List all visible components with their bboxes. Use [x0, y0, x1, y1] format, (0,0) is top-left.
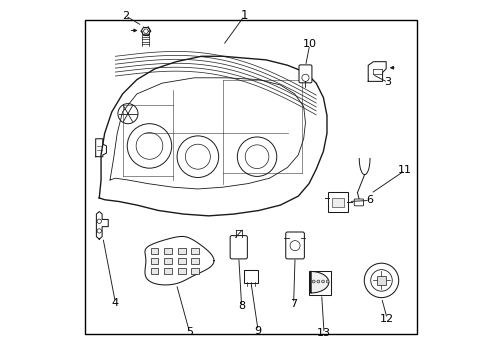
Text: 12: 12	[379, 314, 393, 324]
FancyBboxPatch shape	[327, 192, 348, 212]
Text: 1: 1	[240, 9, 248, 22]
Text: 5: 5	[186, 327, 193, 337]
Text: 11: 11	[397, 165, 411, 175]
Bar	[308, 271, 330, 295]
FancyBboxPatch shape	[298, 65, 311, 83]
FancyBboxPatch shape	[244, 270, 258, 283]
Text: 8: 8	[238, 301, 244, 311]
Bar	[164, 248, 172, 254]
Bar	[376, 276, 385, 285]
Text: 7: 7	[289, 299, 297, 309]
Text: 10: 10	[302, 40, 316, 49]
Text: 4: 4	[112, 298, 119, 308]
FancyBboxPatch shape	[285, 232, 304, 259]
Bar	[178, 258, 185, 264]
Bar	[191, 258, 199, 264]
Bar	[164, 268, 172, 274]
Bar	[191, 268, 199, 274]
Bar	[150, 258, 158, 264]
Bar	[150, 248, 158, 254]
Bar	[164, 258, 172, 264]
FancyBboxPatch shape	[353, 199, 363, 206]
Text: 9: 9	[254, 325, 261, 336]
Bar	[178, 268, 185, 274]
Bar	[178, 248, 185, 254]
Bar	[331, 198, 343, 207]
Text: 2: 2	[122, 11, 129, 21]
Polygon shape	[310, 271, 328, 293]
Bar	[85, 21, 416, 334]
Circle shape	[321, 280, 324, 283]
Circle shape	[312, 280, 314, 283]
Text: 6: 6	[366, 195, 373, 206]
Circle shape	[325, 280, 328, 283]
Circle shape	[316, 280, 319, 283]
Bar	[150, 268, 158, 274]
Text: 13: 13	[316, 328, 330, 338]
FancyBboxPatch shape	[230, 235, 247, 259]
Bar	[191, 248, 199, 254]
Text: 3: 3	[384, 77, 390, 87]
